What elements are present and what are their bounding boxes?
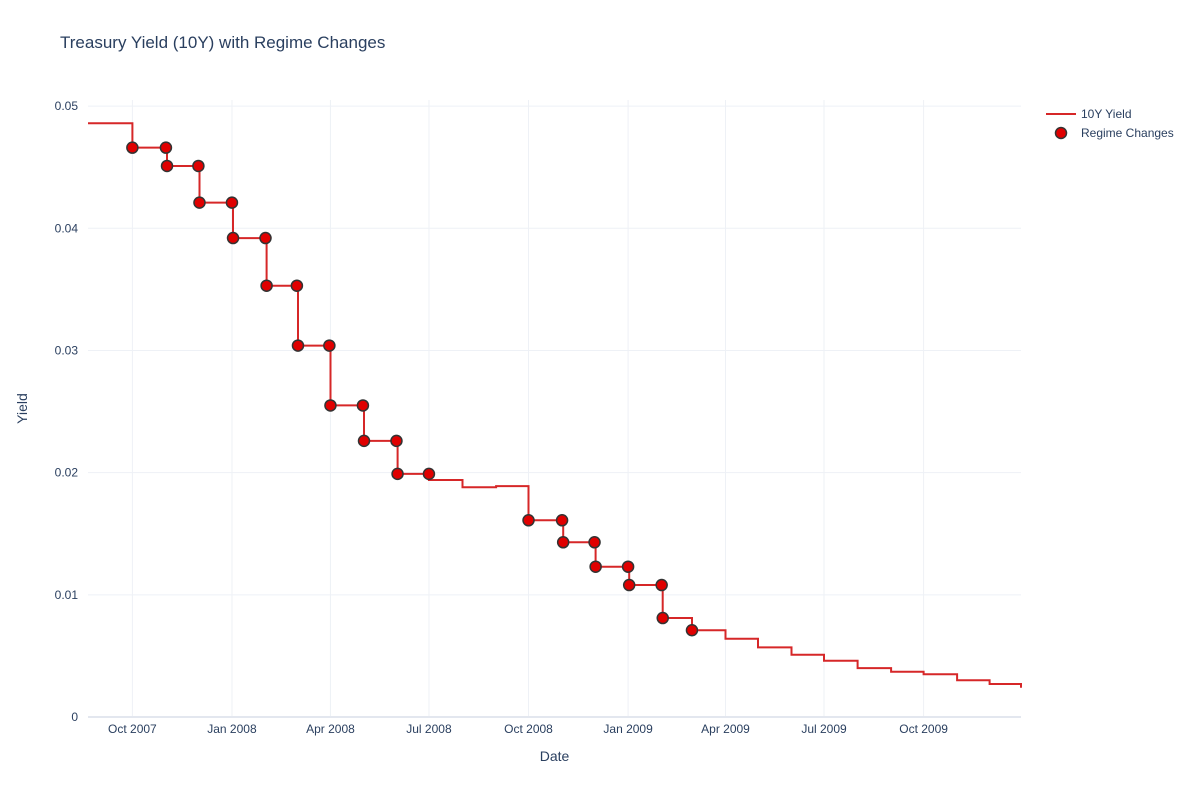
regime-change-marker[interactable] [225, 196, 239, 209]
x-tick-label: Oct 2009 [899, 722, 948, 736]
y-tick-label: 0.03 [55, 343, 79, 357]
regime-change-marker[interactable] [655, 578, 668, 592]
regime-change-marker[interactable] [323, 339, 336, 352]
y-tick-label: 0.02 [55, 466, 79, 480]
yield-step-line[interactable] [88, 122, 1022, 688]
regime-change-marker[interactable] [260, 279, 273, 292]
x-tick-label: Jul 2008 [406, 722, 452, 736]
regime-change-marker[interactable] [656, 611, 669, 625]
legend[interactable]: 10Y Yield Regime Changes [1046, 107, 1174, 140]
regime-change-marker[interactable] [522, 514, 535, 527]
regime-change-marker[interactable] [193, 196, 206, 209]
regime-change-marker[interactable] [126, 141, 139, 154]
y-axis-title: Yield [14, 393, 30, 424]
gridlines [88, 100, 1021, 717]
x-tick-label: Apr 2008 [306, 722, 355, 736]
x-tick-label: Apr 2009 [701, 722, 750, 736]
legend-marker-swatch [1054, 126, 1068, 140]
x-tick-label: Jan 2008 [207, 722, 257, 736]
series-layer [88, 122, 1022, 688]
y-tick-label: 0 [71, 710, 78, 724]
regime-change-marker[interactable] [226, 231, 240, 245]
regime-change-marker[interactable] [356, 399, 370, 412]
regime-change-marker[interactable] [555, 514, 569, 527]
regime-change-marker[interactable] [291, 339, 305, 352]
regime-change-marker[interactable] [589, 560, 602, 573]
regime-change-marker[interactable] [422, 467, 436, 481]
regime-change-marker[interactable] [324, 399, 337, 412]
regime-change-marker[interactable] [160, 159, 174, 173]
x-tick-label: Oct 2008 [504, 722, 553, 736]
y-tick-label: 0.04 [55, 221, 79, 235]
regime-change-marker[interactable] [192, 159, 205, 173]
regime-change-marker[interactable] [290, 279, 304, 292]
legend-item-regime-changes[interactable]: Regime Changes [1054, 126, 1174, 140]
regime-change-marker[interactable] [390, 434, 403, 448]
legend-label-regime-changes: Regime Changes [1081, 126, 1174, 140]
chart-title: Treasury Yield (10Y) with Regime Changes [60, 33, 386, 52]
legend-label-yield: 10Y Yield [1081, 107, 1132, 121]
legend-item-yield[interactable]: 10Y Yield [1046, 107, 1132, 121]
regime-change-marker[interactable] [622, 578, 636, 592]
regime-change-marker[interactable] [621, 560, 635, 573]
x-axis-title: Date [540, 748, 570, 764]
regime-change-marker[interactable] [391, 467, 404, 481]
regime-change-marker[interactable] [556, 536, 570, 549]
regime-change-marker[interactable] [357, 434, 371, 448]
x-tick-label: Oct 2007 [108, 722, 157, 736]
marker-layer [126, 141, 699, 637]
y-tick-label: 0.01 [55, 588, 79, 602]
y-tick-label: 0.05 [55, 99, 79, 113]
regime-change-marker[interactable] [588, 536, 601, 549]
axes: Oct 2007 Jan 2008 Apr 2008 Jul 2008 Oct 2008… [55, 99, 1021, 736]
regime-change-marker[interactable] [259, 231, 272, 245]
regime-change-marker[interactable] [685, 624, 699, 637]
x-tick-label: Jan 2009 [603, 722, 653, 736]
regime-change-marker[interactable] [159, 141, 173, 154]
x-tick-label: Jul 2009 [801, 722, 847, 736]
